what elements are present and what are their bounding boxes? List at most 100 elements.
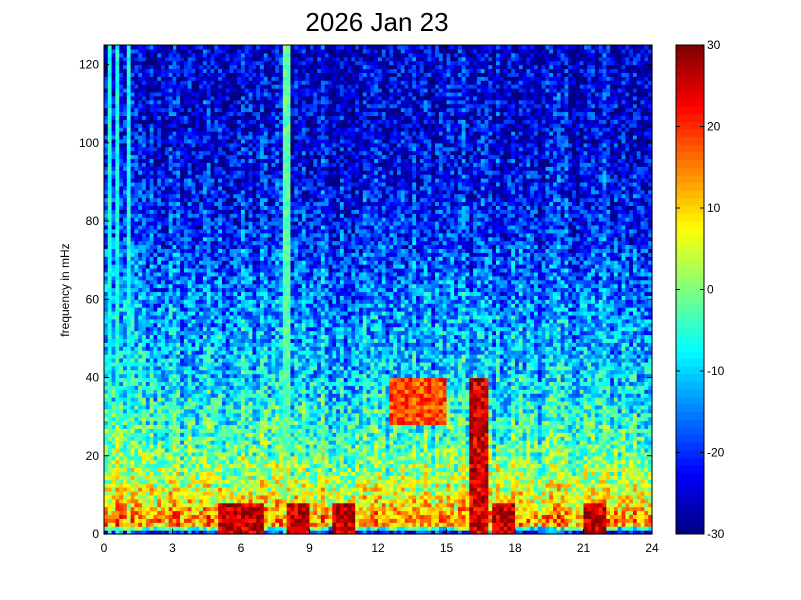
heatmap-cell bbox=[111, 107, 117, 113]
heatmap-cell bbox=[210, 146, 215, 152]
heatmap-cell bbox=[191, 322, 196, 328]
heatmap-cell bbox=[180, 166, 185, 171]
heatmap-cell bbox=[161, 357, 166, 363]
heatmap-cell bbox=[237, 322, 242, 328]
heatmap-cell bbox=[202, 252, 208, 257]
heatmap-cell bbox=[191, 408, 196, 414]
heatmap-cell bbox=[111, 369, 117, 375]
heatmap-cell bbox=[252, 498, 257, 504]
heatmap-cell bbox=[187, 522, 193, 527]
heatmap-cell bbox=[195, 150, 200, 156]
heatmap-cell bbox=[149, 479, 155, 484]
heatmap-cell bbox=[225, 479, 231, 484]
heatmap-cell bbox=[218, 154, 223, 160]
heatmap-cell bbox=[210, 264, 215, 269]
heatmap-cell bbox=[161, 111, 166, 117]
heatmap-cell bbox=[107, 232, 113, 238]
heatmap-cell bbox=[229, 264, 234, 269]
heatmap-cell bbox=[126, 420, 132, 426]
heatmap-cell bbox=[221, 240, 227, 246]
heatmap-cell bbox=[218, 267, 223, 273]
heatmap-cell bbox=[119, 385, 124, 390]
heatmap-cell bbox=[138, 330, 143, 336]
heatmap-cell bbox=[233, 455, 238, 461]
heatmap-cell bbox=[142, 299, 147, 304]
heatmap-cell bbox=[130, 142, 136, 148]
heatmap-cell bbox=[225, 369, 231, 375]
heatmap-cell bbox=[202, 299, 208, 304]
heatmap-cell bbox=[218, 217, 223, 222]
heatmap-cell bbox=[180, 221, 185, 226]
heatmap-cell bbox=[164, 236, 170, 242]
heatmap-cell bbox=[229, 369, 234, 375]
heatmap-cell bbox=[206, 166, 212, 171]
heatmap-cell bbox=[107, 444, 113, 449]
heatmap-cell bbox=[252, 424, 257, 429]
heatmap-cell bbox=[180, 115, 185, 120]
heatmap-cell bbox=[149, 463, 155, 469]
heatmap-cell bbox=[153, 236, 158, 242]
heatmap-cell bbox=[210, 232, 215, 238]
heatmap-cell bbox=[176, 510, 181, 516]
heatmap-cell bbox=[104, 224, 109, 230]
heatmap-cell bbox=[252, 260, 257, 265]
heatmap-cell bbox=[180, 291, 185, 296]
heatmap-cell bbox=[119, 189, 124, 195]
heatmap-cell bbox=[172, 518, 177, 523]
heatmap-cell bbox=[168, 518, 174, 523]
heatmap-cell bbox=[168, 236, 174, 242]
heatmap-cell bbox=[161, 365, 166, 371]
heatmap-cell bbox=[195, 260, 200, 265]
heatmap-cell bbox=[214, 115, 219, 120]
heatmap-cell bbox=[164, 471, 170, 476]
heatmap-cell bbox=[191, 346, 196, 351]
heatmap-cell bbox=[244, 463, 250, 469]
heatmap-cell bbox=[130, 369, 136, 375]
heatmap-cell bbox=[104, 475, 109, 480]
heatmap-cell bbox=[221, 483, 227, 488]
heatmap-cell bbox=[161, 84, 166, 89]
heatmap-cell bbox=[221, 400, 227, 406]
heatmap-cell bbox=[153, 455, 158, 461]
heatmap-cell bbox=[221, 107, 227, 113]
heatmap-cell bbox=[153, 447, 158, 453]
heatmap-cell bbox=[145, 134, 151, 140]
heatmap-cell bbox=[183, 354, 189, 359]
heatmap-cell bbox=[123, 111, 128, 117]
heatmap-cell bbox=[115, 408, 120, 414]
heatmap-cell bbox=[202, 142, 208, 148]
heatmap-cell bbox=[241, 487, 246, 492]
heatmap-cell bbox=[221, 221, 227, 226]
heatmap-cell bbox=[244, 134, 250, 140]
heatmap-cell bbox=[111, 267, 117, 273]
heatmap-cell bbox=[248, 334, 254, 339]
heatmap-cell bbox=[218, 342, 223, 347]
heatmap-cell bbox=[145, 428, 151, 433]
heatmap-cell bbox=[195, 377, 200, 383]
heatmap-cell bbox=[214, 424, 219, 429]
heatmap-cell bbox=[176, 530, 181, 535]
heatmap-cell bbox=[115, 498, 120, 504]
heatmap-cell bbox=[138, 518, 143, 523]
heatmap-cell bbox=[111, 526, 117, 531]
heatmap-cell bbox=[248, 56, 254, 62]
heatmap-cell bbox=[180, 76, 185, 81]
heatmap-cell bbox=[225, 475, 231, 480]
heatmap-cell bbox=[157, 326, 162, 332]
heatmap-cell bbox=[237, 530, 242, 535]
heatmap-cell bbox=[202, 510, 208, 516]
heatmap-cell bbox=[218, 307, 223, 312]
heatmap-cell bbox=[237, 201, 242, 206]
heatmap-cell bbox=[252, 283, 257, 289]
heatmap-cell bbox=[202, 498, 208, 504]
heatmap-cell bbox=[111, 318, 117, 324]
heatmap-cell bbox=[237, 236, 242, 242]
heatmap-cell bbox=[221, 346, 227, 351]
heatmap-cell bbox=[233, 475, 238, 480]
heatmap-cell bbox=[153, 232, 158, 238]
heatmap-cell bbox=[206, 224, 212, 230]
heatmap-cell bbox=[176, 393, 181, 398]
heatmap-cell bbox=[187, 201, 193, 206]
heatmap-cell bbox=[237, 240, 242, 246]
heatmap-cell bbox=[107, 502, 113, 508]
